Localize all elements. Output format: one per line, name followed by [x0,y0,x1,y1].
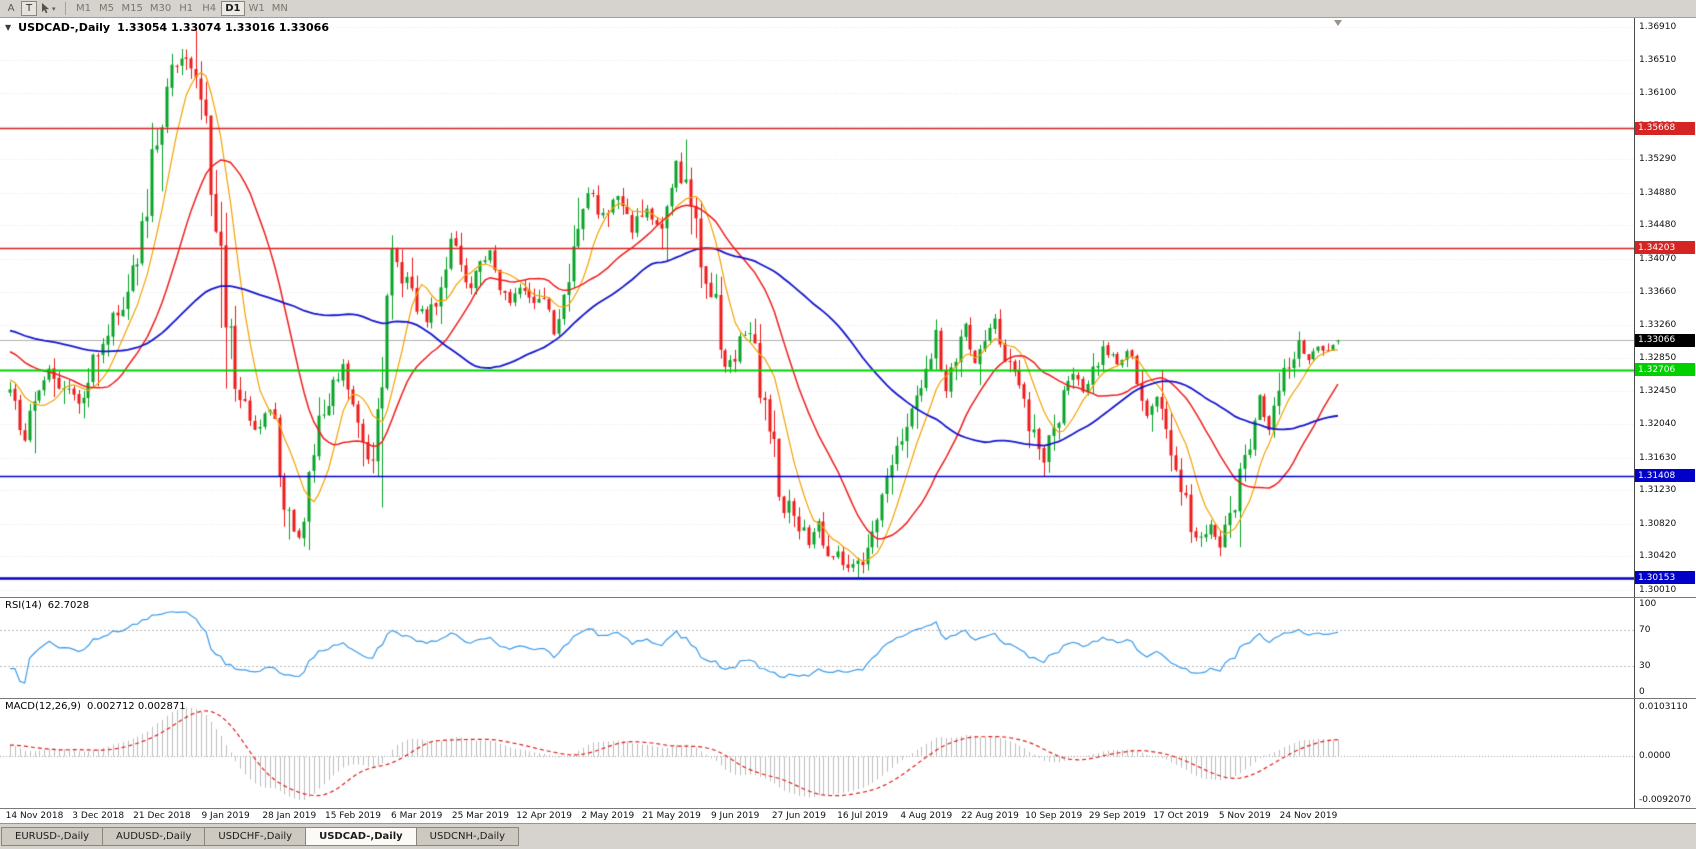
price-shift-marker[interactable] [1333,20,1342,26]
timeframe-button-m30[interactable]: M30 [149,3,172,14]
price-tick-label: 1.36100 [1639,88,1677,99]
time-axis-label: 25 Mar 2019 [451,811,509,821]
time-axis-label: 4 Aug 2019 [900,811,953,821]
macd-tick-label: 0.0103110 [1639,702,1688,712]
cursor-icon [41,0,51,18]
timeframe-button-d1[interactable]: D1 [221,1,245,16]
time-axis-label: 21 Dec 2018 [133,811,191,821]
timeframe-button-h1[interactable]: H1 [179,3,194,14]
macd-values: 0.002712 0.002871 [86,701,186,712]
price-tick-label: 1.34480 [1639,220,1677,231]
timeframe-button-m1[interactable]: M1 [76,3,92,14]
time-axis-label: 27 Jun 2019 [771,811,826,821]
chart-title: ▼ USDCAD-,Daily 1.33054 1.33074 1.33016 … [5,21,329,34]
time-axis-label: 17 Oct 2019 [1153,811,1209,821]
price-level-badge: 1.32706 [1635,363,1695,377]
rsi-canvas[interactable] [0,598,1634,698]
price-level-badge: 1.30153 [1635,571,1695,585]
price-tick-label: 1.33260 [1639,319,1677,330]
price-tick-label: 1.33660 [1639,287,1677,297]
macd-tick-label: -0.0092070 [1639,795,1691,805]
time-axis-label: 15 Feb 2019 [324,811,381,821]
toolbar-separator [64,2,66,15]
macd-label: MACD(12,26,9) 0.002712 0.002871 [5,701,186,712]
chart-symbol-label: USDCAD-,Daily [18,21,111,34]
time-axis[interactable]: 14 Nov 2018 3 Dec 2018 21 Dec 2018 9 Jan 20… [0,809,1696,824]
rsi-tick-label: 30 [1639,660,1651,671]
price-tick-label: 1.32040 [1639,419,1677,430]
timeframe-button-m15[interactable]: M15 [121,3,143,14]
price-tick-label: 1.31630 [1639,452,1677,463]
macd-canvas[interactable] [0,699,1634,808]
time-axis-label: 16 Jul 2019 [837,811,889,821]
time-axis-label: 28 Jan 2019 [262,811,317,821]
price-chart-canvas[interactable] [0,18,1634,597]
rsi-tick-label: 70 [1639,625,1651,636]
arrow-label-tool-button[interactable]: A [7,3,15,14]
time-axis-label: 2 May 2019 [581,811,635,821]
rsi-tick-label: 100 [1639,599,1657,609]
macd-name: MACD(12,26,9) [5,701,81,712]
price-tick-label: 1.35290 [1639,154,1677,165]
chart-tab-usdcnh-daily[interactable]: USDCNH-,Daily [415,827,520,846]
price-tick-label: 1.30820 [1639,518,1677,529]
price-tick-label: 1.36510 [1639,54,1677,65]
top-toolbar: A T ▾ M1 M5 M15 M30 H1 H4 D1 W1 MN [0,0,1696,18]
price-tick-label: 1.30010 [1639,584,1677,595]
time-axis-label: 6 Mar 2019 [391,811,443,821]
timeframe-button-h4[interactable]: H4 [202,3,217,14]
price-tick-label: 1.30420 [1639,551,1677,562]
time-axis-label: 9 Jun 2019 [710,811,760,821]
price-level-badge: 1.34203 [1635,241,1695,255]
price-level-badge: 1.31408 [1635,469,1695,483]
time-axis-label: 14 Nov 2018 [5,811,64,821]
price-level-badge: 1.33066 [1635,333,1695,347]
price-tick-label: 1.34880 [1639,187,1677,198]
main-chart-panel: ▼ USDCAD-,Daily 1.33054 1.33074 1.33016 … [0,18,1696,598]
rsi-name: RSI(14) [5,600,42,611]
price-level-badge: 1.35668 [1635,121,1695,135]
chart-tab-audusd-daily[interactable]: AUDUSD-,Daily [102,827,206,846]
macd-axis[interactable]: 0.0103110 0.0000 -0.0092070 [1634,699,1696,808]
cursor-tool-button[interactable]: ▾ [39,1,58,16]
text-tool-button[interactable]: T [21,1,37,16]
rsi-panel: RSI(14) 62.7028 100 70 30 0 [0,598,1696,699]
chart-ohlc-values: 1.33054 1.33074 1.33016 1.33066 [117,21,329,34]
price-axis[interactable]: 1.369101.365101.361001.356901.352901.348… [1634,18,1696,597]
time-axis-label: 5 Nov 2019 [1218,811,1271,821]
price-tick-label: 1.36910 [1639,21,1677,32]
rsi-axis[interactable]: 100 70 30 0 [1634,598,1696,698]
macd-panel: MACD(12,26,9) 0.002712 0.002871 0.010311… [0,699,1696,809]
chart-collapse-icon[interactable]: ▼ [5,23,12,32]
rsi-value: 62.7028 [47,600,90,611]
chart-tab-usdcad-daily[interactable]: USDCAD-,Daily [305,827,417,846]
price-tick-label: 1.34070 [1639,253,1677,264]
time-axis-label: 10 Sep 2019 [1025,811,1083,821]
time-axis-label: 12 Apr 2019 [516,811,572,821]
timeframe-button-m5[interactable]: M5 [99,3,115,14]
price-tick-label: 1.31230 [1639,485,1677,496]
dropdown-caret-icon: ▾ [52,4,56,13]
timeframe-button-mn[interactable]: MN [271,3,288,14]
time-axis-label: 21 May 2019 [642,811,701,821]
macd-tick-label: 0.0000 [1639,751,1671,762]
rsi-label: RSI(14) 62.7028 [5,600,89,611]
rsi-tick-label: 0 [1639,687,1645,697]
timeframe-button-w1[interactable]: W1 [248,3,265,14]
timeframe-group: M1 M5 M15 M30 H1 H4 D1 W1 MN [73,1,291,16]
time-axis-label: 29 Sep 2019 [1088,811,1146,821]
chart-tab-eurusd-daily[interactable]: EURUSD-,Daily [1,827,104,846]
time-axis-label: 24 Nov 2019 [1279,811,1338,821]
price-tick-label: 1.32450 [1639,385,1677,396]
chart-tabs: EURUSD-,Daily AUDUSD-,Daily USDCHF-,Daily U… [0,824,1696,849]
price-tick-label: 1.32850 [1639,353,1677,364]
time-axis-label: 22 Aug 2019 [961,811,1019,821]
time-axis-label: 3 Dec 2018 [72,811,125,821]
chart-tab-usdchf-daily[interactable]: USDCHF-,Daily [204,827,307,846]
time-axis-label: 9 Jan 2019 [201,811,250,821]
